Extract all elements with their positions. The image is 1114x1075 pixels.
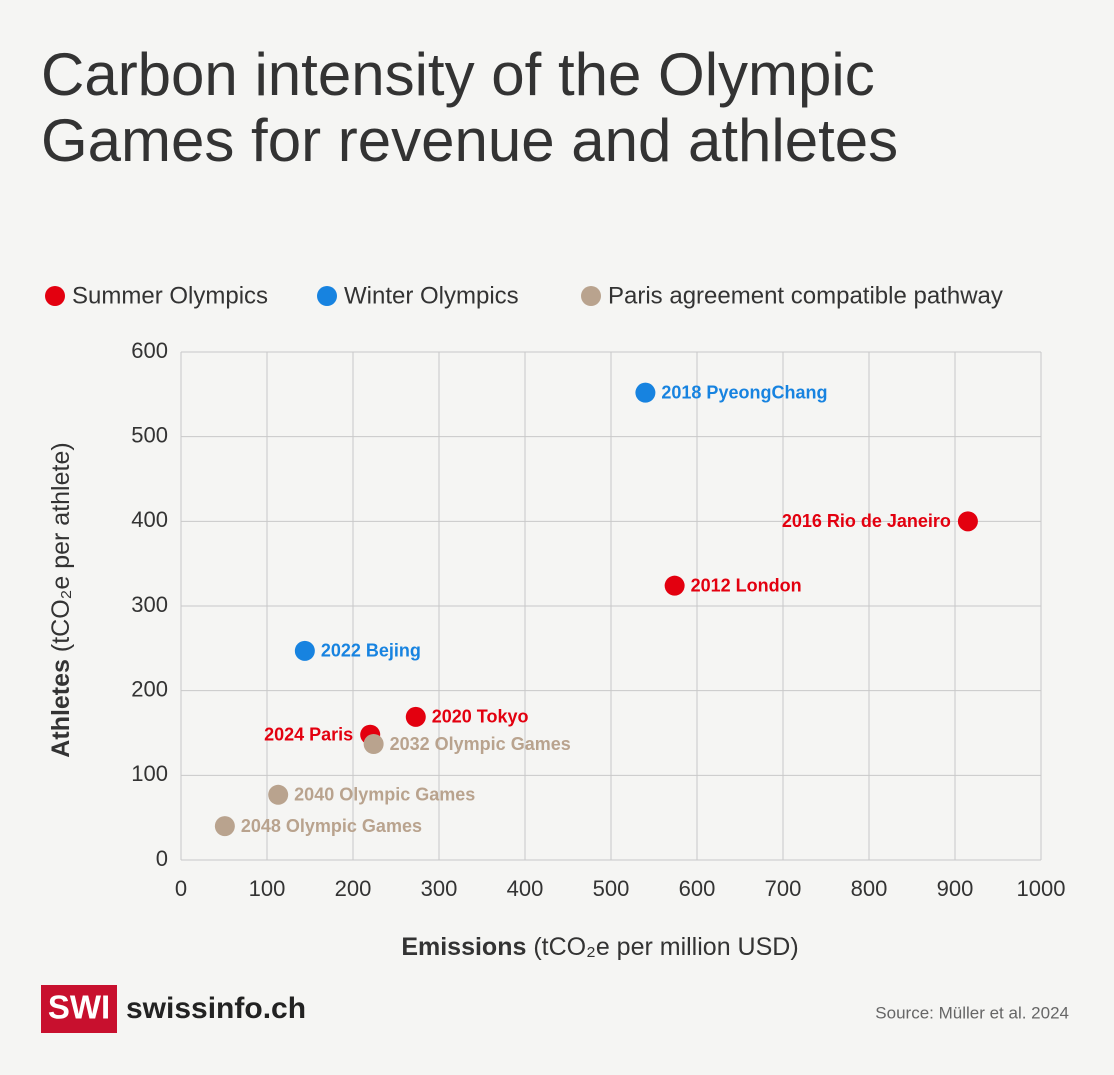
point [294,640,315,661]
legend-label: Paris agreement compatible pathway [608,282,1003,309]
x-tick-label: 400 [507,876,544,901]
point [405,706,426,727]
legend-marker [581,286,601,306]
source: Source: Müller et al. 2024 [875,1003,1069,1022]
legend-marker [45,286,65,306]
x-tick-label: 500 [593,876,630,901]
x-tick-label: 100 [249,876,286,901]
brand-name: swissinfo.ch [126,992,306,1025]
x-tick-label: 1000 [1017,876,1066,901]
x-tick-label: 300 [421,876,458,901]
point [957,511,978,532]
point-label: 2018 PyeongChang [661,382,827,402]
x-tick-label: 0 [175,876,187,901]
legend-marker [317,286,337,306]
point [664,575,685,596]
brand-badge-box [41,985,117,1033]
point [214,816,235,837]
point-label: 2016 Rio de Janeiro [782,511,951,531]
point-label: 2048 Olympic Games [241,816,422,836]
y-axis-title-main: Athletes [47,659,75,758]
point-label: 2012 London [691,575,802,595]
legend-label: Winter Olympics [344,282,519,309]
x-tick-label: 600 [679,876,716,901]
point-label: 2040 Olympic Games [294,785,475,805]
brand-badge: SWI [48,989,110,1026]
x-tick-label: 800 [851,876,888,901]
y-tick-label: 600 [131,338,168,363]
point-label: 2032 Olympic Games [390,734,571,754]
y-axis-title: Athletes (tCO₂e per athlete) [47,442,75,757]
x-axis-title-unit: (tCO₂e per million USD) [533,933,798,961]
y-tick-label: 100 [131,761,168,786]
y-axis-title-unit: (tCO₂e per athlete) [47,442,75,652]
y-tick-label: 0 [156,846,168,871]
x-axis-title-main: Emissions [401,933,526,961]
point [268,784,289,805]
y-tick-label: 500 [131,422,168,447]
point-label: 2022 Bejing [321,641,421,661]
point-label: 2024 Paris [264,724,353,744]
x-tick-label: 700 [765,876,802,901]
point [635,382,656,403]
y-tick-label: 200 [131,676,168,701]
legend-label: Summer Olympics [72,282,268,309]
x-tick-label: 900 [937,876,974,901]
y-tick-label: 400 [131,507,168,532]
point-label: 2020 Tokyo [432,707,529,727]
chart-title: Carbon intensity of the Olympic Games fo… [41,41,899,174]
point [363,734,384,755]
x-tick-label: 200 [335,876,372,901]
x-axis-title: Emissions (tCO₂e per million USD) [401,933,798,961]
y-tick-label: 300 [131,592,168,617]
